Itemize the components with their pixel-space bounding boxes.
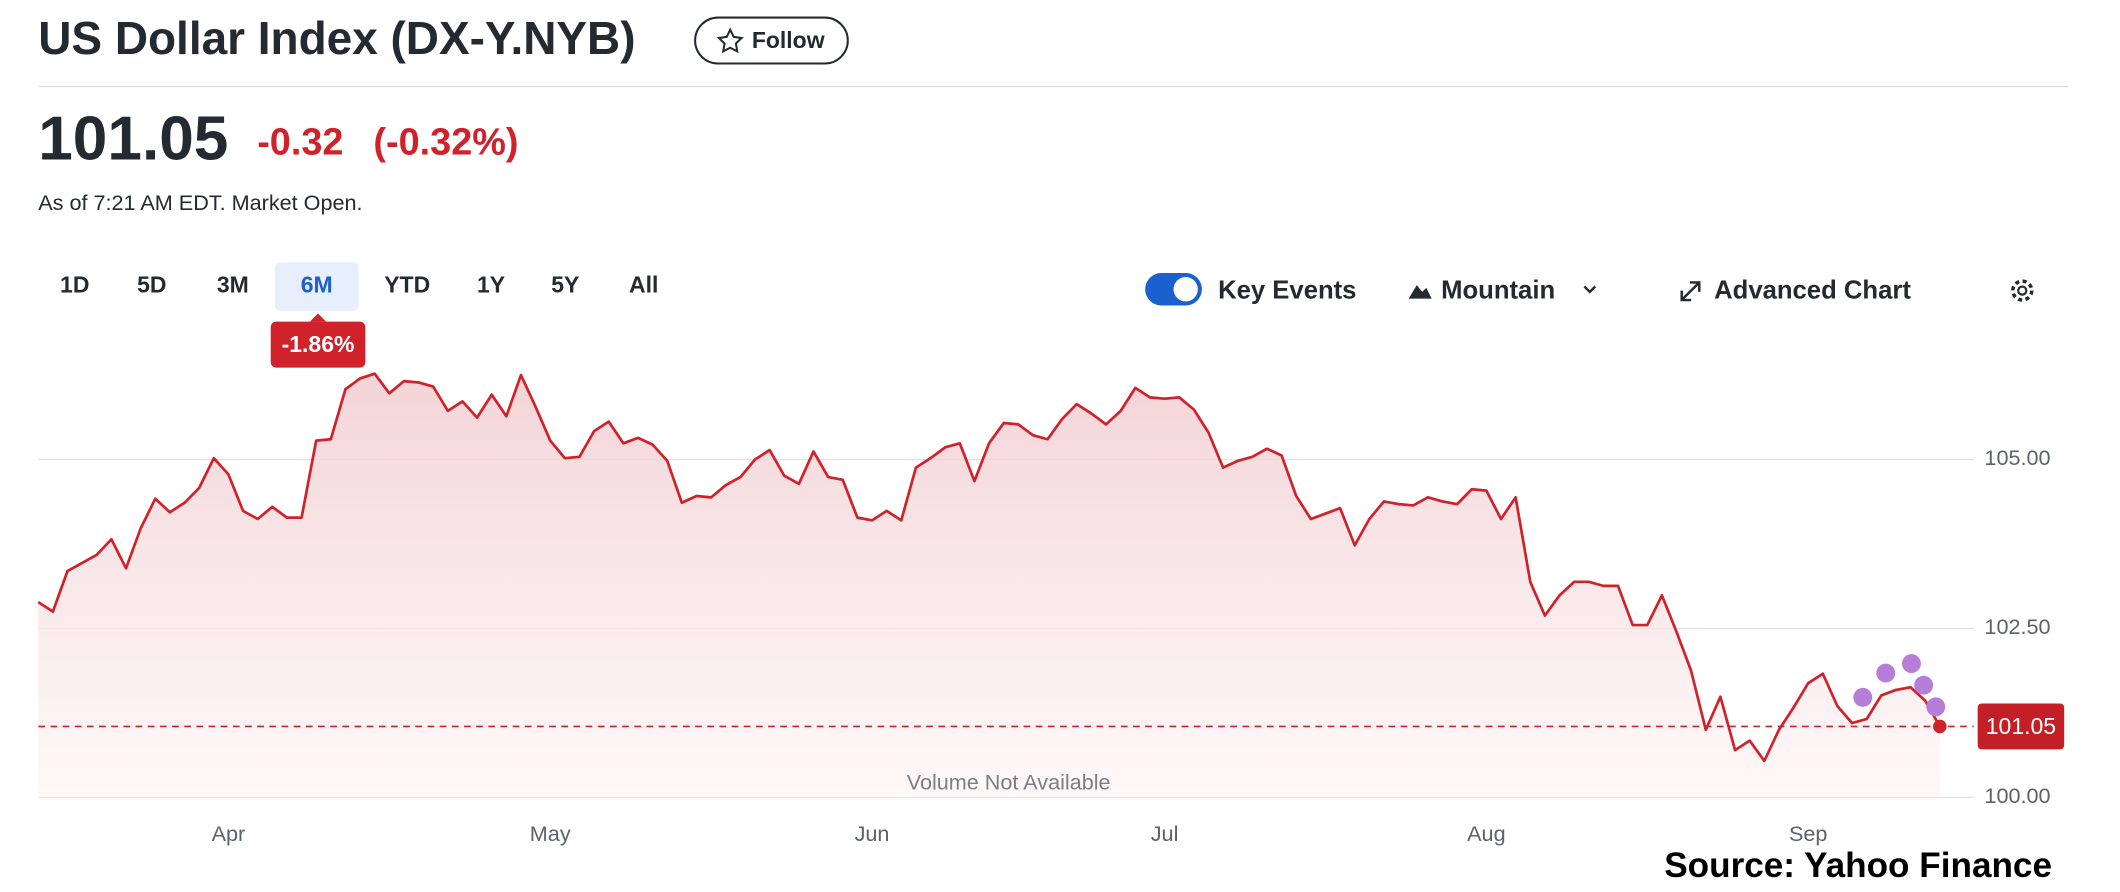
follow-button[interactable] — [694, 16, 849, 65]
y-tick-label: 100.00 — [1984, 783, 2050, 808]
range-button[interactable]: 5D — [137, 272, 166, 298]
key-event-dot[interactable] — [1876, 663, 1896, 683]
key-event-dot[interactable] — [1926, 697, 1946, 717]
selected-range-bg — [274, 262, 359, 311]
source-note: Source: Yahoo Finance — [1664, 846, 2052, 885]
x-tick-label: Jun — [855, 821, 890, 846]
x-tick-label: Sep — [1789, 821, 1827, 846]
range-buttons: 1D 5D 3M 6M YTD 1Y 5Y All — [60, 262, 658, 311]
key-events-label[interactable]: Key Events — [1218, 277, 1356, 305]
chart: 100.00 102.50 105.00 Apr May Jun Jul Aug Sep 101.… — [37, 372, 2065, 846]
range-button[interactable]: YTD — [384, 272, 430, 298]
mountain-icon — [1408, 285, 1432, 299]
last-price-badge — [1977, 703, 2065, 750]
price-change: -0.32 — [257, 122, 343, 164]
gear-teeth — [2011, 279, 2034, 302]
advanced-chart-label[interactable]: Advanced Chart — [1714, 277, 1911, 305]
x-tick-label: Jul — [1151, 821, 1179, 846]
star-icon — [716, 27, 744, 54]
x-tick-label: Apr — [212, 821, 246, 846]
mountain-label[interactable]: Mountain — [1441, 277, 1555, 305]
settings-icon[interactable] — [2011, 279, 2034, 302]
tag-pointer — [309, 313, 327, 322]
volume-note: Volume Not Available — [907, 770, 1111, 795]
toggle-knob — [1173, 277, 1198, 302]
x-tick-label: May — [530, 821, 571, 846]
last-price-dot — [1933, 719, 1947, 734]
range-button[interactable]: All — [629, 272, 658, 298]
range-button[interactable]: 5Y — [551, 272, 579, 298]
y-tick-label: 105.00 — [1984, 445, 2050, 470]
period-change-tag — [270, 321, 366, 368]
price-line — [37, 372, 1942, 763]
key-event-dot[interactable] — [1853, 687, 1873, 707]
as-of: As of 7:21 AM EDT. Market Open. — [38, 190, 362, 215]
range-button[interactable]: 1D — [60, 272, 89, 298]
period-change: -1.86% — [282, 331, 355, 357]
chevron-icon — [1583, 285, 1597, 294]
key-event-dot[interactable] — [1901, 654, 1921, 674]
range-button[interactable]: 3M — [217, 272, 249, 298]
key-event-dot[interactable] — [1914, 675, 1934, 695]
price: 101.05 — [38, 105, 228, 174]
last-price-label: 101.05 — [1986, 713, 2056, 739]
range-button[interactable]: 6M — [301, 272, 333, 298]
area-fill — [38, 373, 1940, 798]
x-tick-label: Aug — [1467, 821, 1505, 846]
gear-hub — [2017, 285, 2028, 296]
price-change-pct: (-0.32%) — [373, 122, 518, 164]
range-button[interactable]: 1Y — [477, 272, 505, 298]
key-events — [1853, 654, 1946, 717]
advanced-chart-icon — [1680, 281, 1701, 302]
y-tick-label: 102.50 — [1984, 614, 2050, 639]
follow-label[interactable]: Follow — [752, 27, 825, 53]
page-title: US Dollar Index (DX-Y.NYB) — [38, 12, 635, 64]
